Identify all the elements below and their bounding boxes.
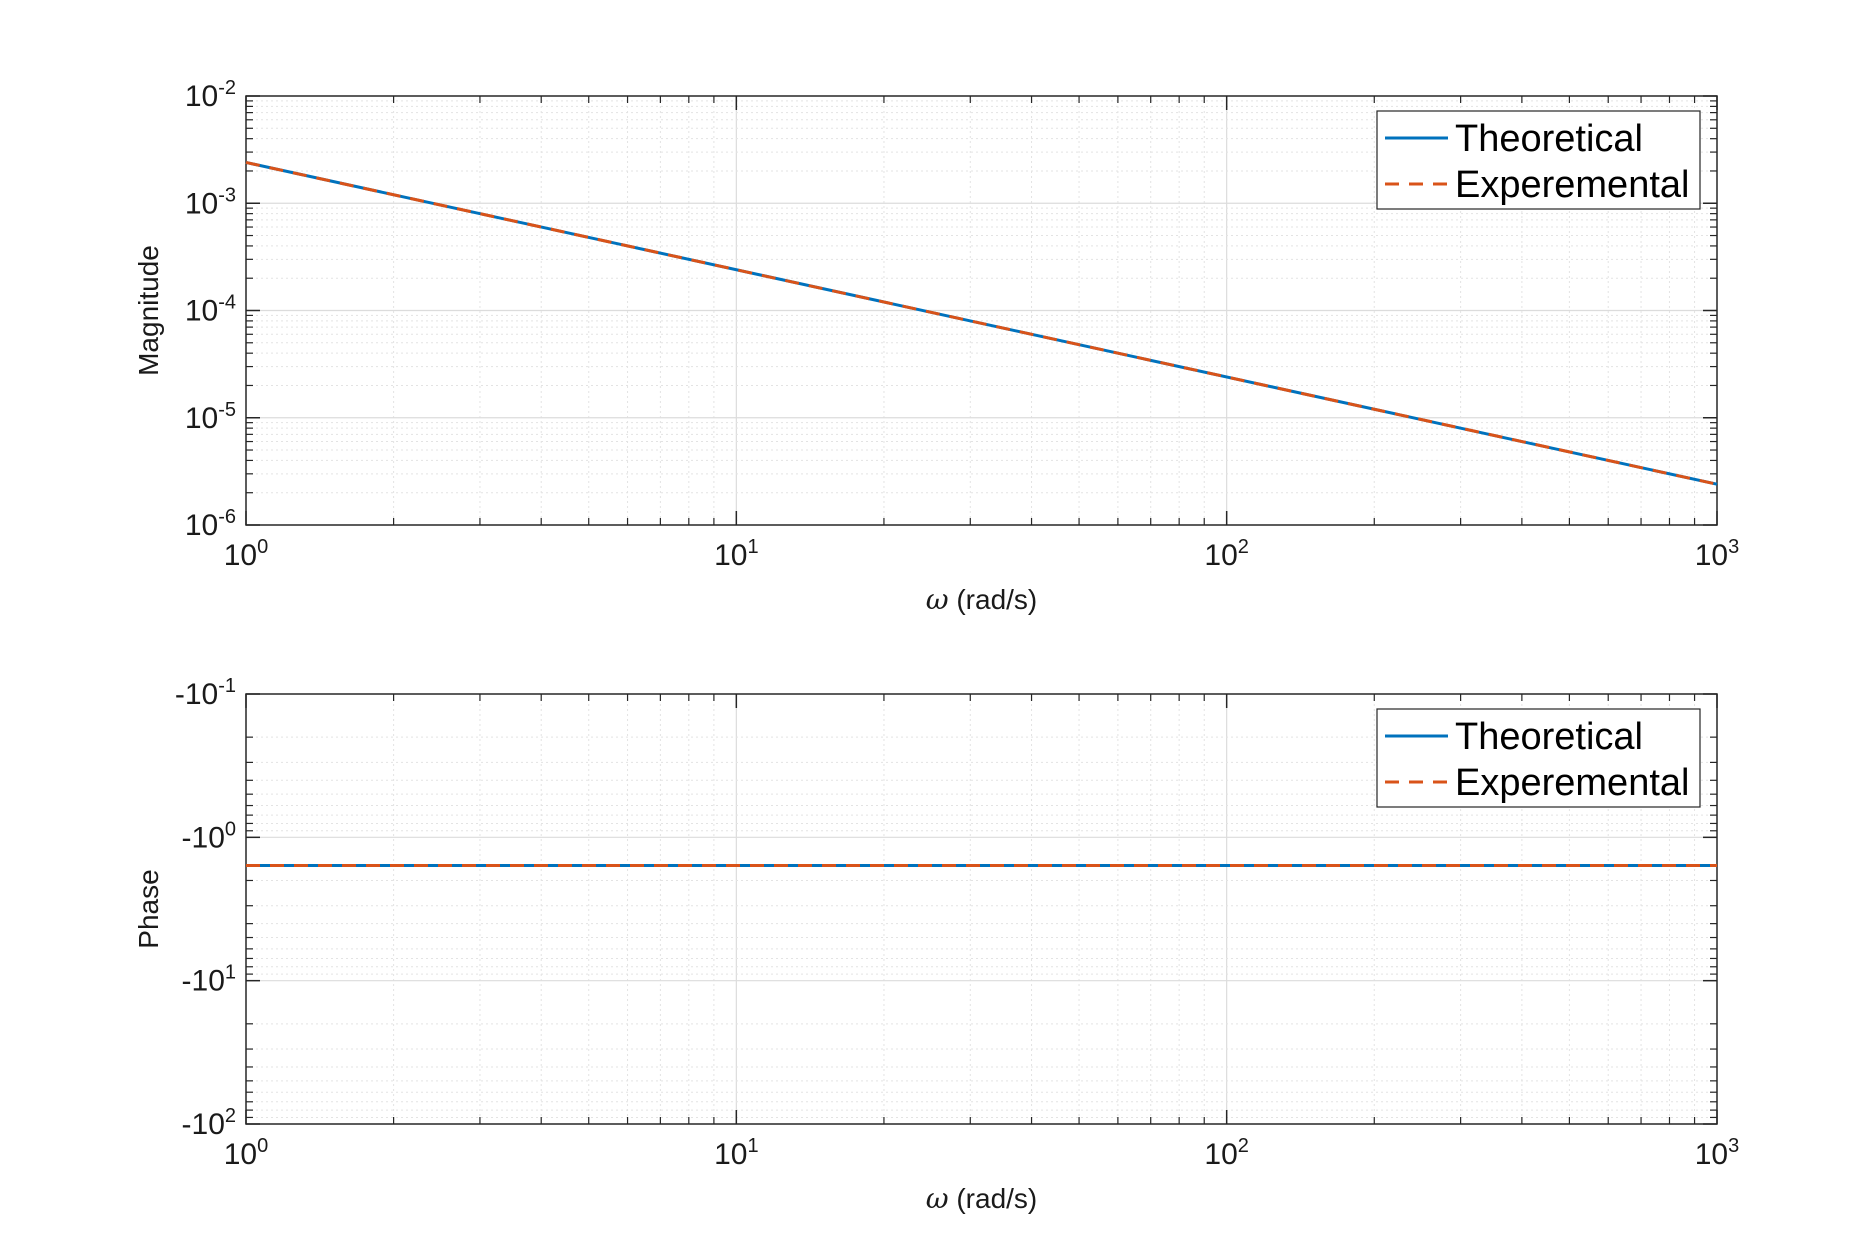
y-tick-exponent: 2 (225, 1105, 236, 1127)
x-tick-exponent: 3 (1728, 536, 1739, 558)
y-tick-exponent: 1 (225, 962, 236, 984)
magnitude-tick-marks (245, 95, 1718, 526)
y-tick-base: 10 (185, 402, 218, 435)
x-axis-label: ω (rad/s) (926, 583, 1038, 616)
y-tick-base: 10 (185, 295, 218, 328)
x-tick-base: 10 (1204, 539, 1237, 572)
y-tick-exponent: -4 (218, 292, 236, 314)
x-tick-exponent: 2 (1238, 1135, 1249, 1157)
x-tick-base: 10 (224, 1138, 257, 1171)
x-tick-label: 100 (224, 536, 269, 572)
y-tick-exponent: -2 (218, 77, 236, 99)
y-tick-exponent: -3 (218, 184, 236, 206)
x-axis-label-symbol: ω (926, 1182, 949, 1215)
x-axis-label-symbol: ω (926, 583, 949, 616)
y-tick-base: 10 (185, 509, 218, 542)
legend-label: Theoretical (1455, 118, 1643, 160)
x-tick-label: 103 (1695, 1135, 1740, 1171)
y-tick-label: 10-2 (185, 77, 236, 113)
x-tick-exponent: 1 (747, 536, 758, 558)
y-tick-base: 10 (185, 187, 218, 220)
y-tick-label: -101 (182, 962, 236, 998)
series-line-experemental (245, 161, 1718, 486)
x-tick-base: 10 (714, 539, 747, 572)
x-tick-exponent: 0 (257, 536, 268, 558)
y-tick-base: -10 (182, 965, 225, 998)
legend-label: Theoretical (1455, 716, 1643, 758)
y-tick-label: 10-5 (185, 399, 236, 435)
phase-tick-marks (245, 693, 1718, 1125)
x-axis-label-unit: (rad/s) (949, 584, 1038, 615)
y-tick-label: 10-4 (185, 292, 236, 328)
y-tick-exponent: 0 (225, 818, 236, 840)
legend-label: Experemental (1455, 762, 1689, 804)
x-axis-label: ω (rad/s) (926, 1182, 1038, 1215)
y-axis-label: Phase (133, 869, 164, 948)
x-tick-exponent: 2 (1238, 536, 1249, 558)
y-tick-base: -10 (175, 678, 218, 711)
x-tick-label: 101 (714, 1135, 759, 1171)
x-tick-label: 100 (224, 1135, 269, 1171)
y-tick-exponent: -5 (218, 399, 236, 421)
y-tick-label: -100 (182, 818, 236, 854)
x-tick-base: 10 (224, 539, 257, 572)
x-tick-label: 101 (714, 536, 759, 572)
x-tick-exponent: 3 (1728, 1135, 1739, 1157)
x-tick-label: 102 (1204, 1135, 1249, 1171)
y-axis-label: Magnitude (133, 245, 164, 376)
x-tick-label: 102 (1204, 536, 1249, 572)
x-axis-label-unit: (rad/s) (949, 1183, 1038, 1214)
x-tick-exponent: 0 (257, 1135, 268, 1157)
y-tick-base: 10 (185, 80, 218, 113)
y-tick-label: -102 (182, 1105, 236, 1141)
y-tick-label: -10-1 (175, 675, 236, 711)
x-tick-exponent: 1 (747, 1135, 758, 1157)
x-tick-base: 10 (1695, 539, 1728, 572)
x-tick-base: 10 (1695, 1138, 1728, 1171)
y-tick-label: 10-3 (185, 184, 236, 220)
legend-box (1376, 110, 1701, 210)
x-tick-label: 103 (1695, 536, 1740, 572)
phase-axes-box (245, 693, 1718, 1125)
x-tick-base: 10 (1204, 1138, 1237, 1171)
y-tick-base: -10 (182, 1108, 225, 1141)
y-tick-label: 10-6 (185, 506, 236, 542)
y-tick-exponent: -1 (218, 675, 236, 697)
legend-label: Experemental (1455, 164, 1689, 206)
y-tick-base: -10 (182, 821, 225, 854)
x-tick-base: 10 (714, 1138, 747, 1171)
y-tick-exponent: -6 (218, 506, 236, 528)
legend-box (1376, 708, 1701, 808)
